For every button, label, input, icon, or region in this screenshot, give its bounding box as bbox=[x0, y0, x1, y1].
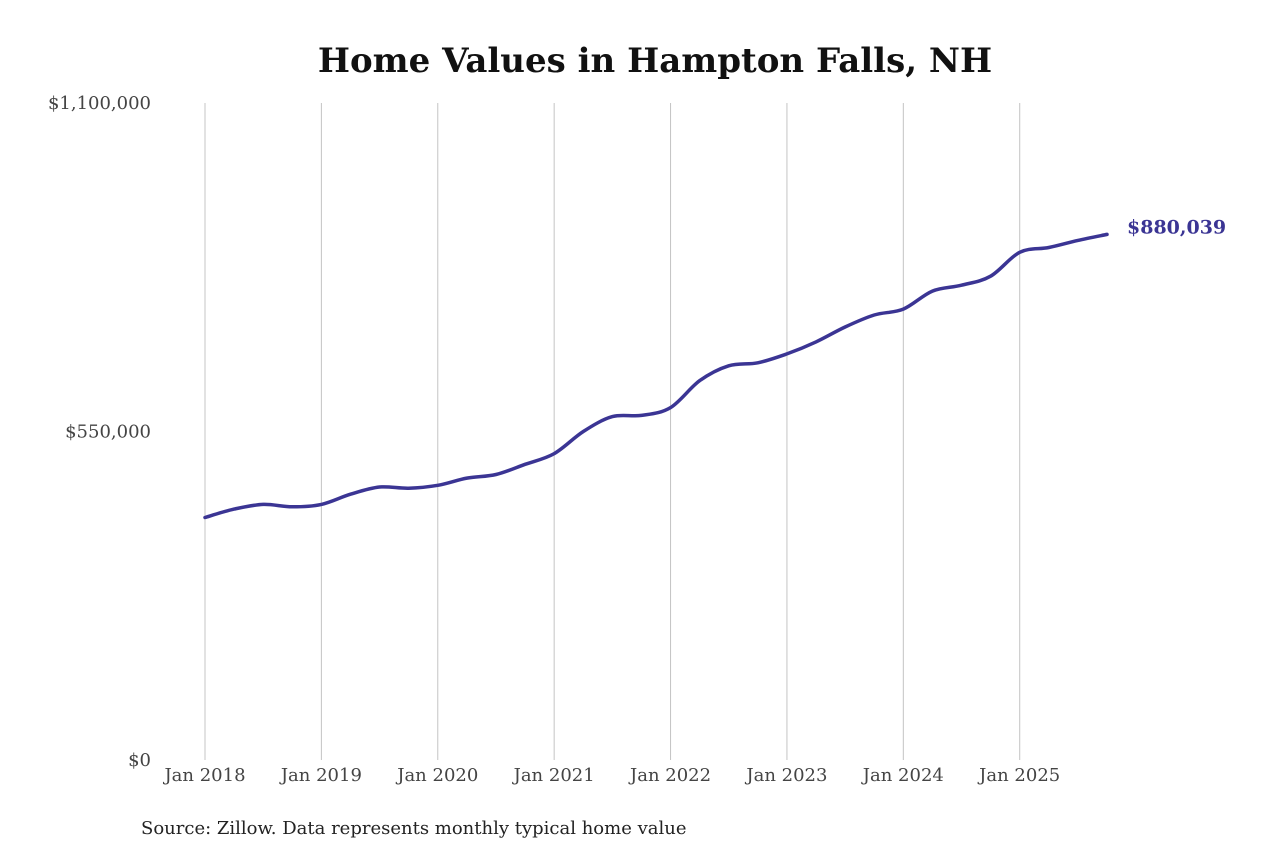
y-tick-label: $1,100,000 bbox=[48, 93, 151, 114]
y-axis: $0 $550,000 $1,100,000 bbox=[48, 93, 151, 771]
x-tick-label: Jan 2021 bbox=[512, 765, 595, 786]
x-tick-label: Jan 2018 bbox=[162, 765, 245, 786]
x-tick-label: Jan 2024 bbox=[861, 765, 944, 786]
last-value-label: $880,039 bbox=[1127, 216, 1226, 238]
x-axis: Jan 2018 Jan 2019 Jan 2020 Jan 2021 Jan 2022… bbox=[162, 765, 1060, 786]
x-tick-label: Jan 2023 bbox=[744, 765, 827, 786]
series-line bbox=[203, 232, 1109, 520]
source-note: Source: Zillow. Data represents monthly … bbox=[141, 818, 687, 839]
x-tick-label: Jan 2022 bbox=[628, 765, 711, 786]
y-tick-label: $550,000 bbox=[65, 422, 151, 443]
x-tick-label: Jan 2020 bbox=[395, 765, 478, 786]
y-tick-label: $0 bbox=[128, 750, 151, 771]
x-tick-label: Jan 2025 bbox=[977, 765, 1060, 786]
chart-title: Home Values in Hampton Falls, NH bbox=[318, 41, 992, 81]
x-tick-label: Jan 2019 bbox=[279, 765, 362, 786]
grid-lines bbox=[204, 103, 1021, 760]
